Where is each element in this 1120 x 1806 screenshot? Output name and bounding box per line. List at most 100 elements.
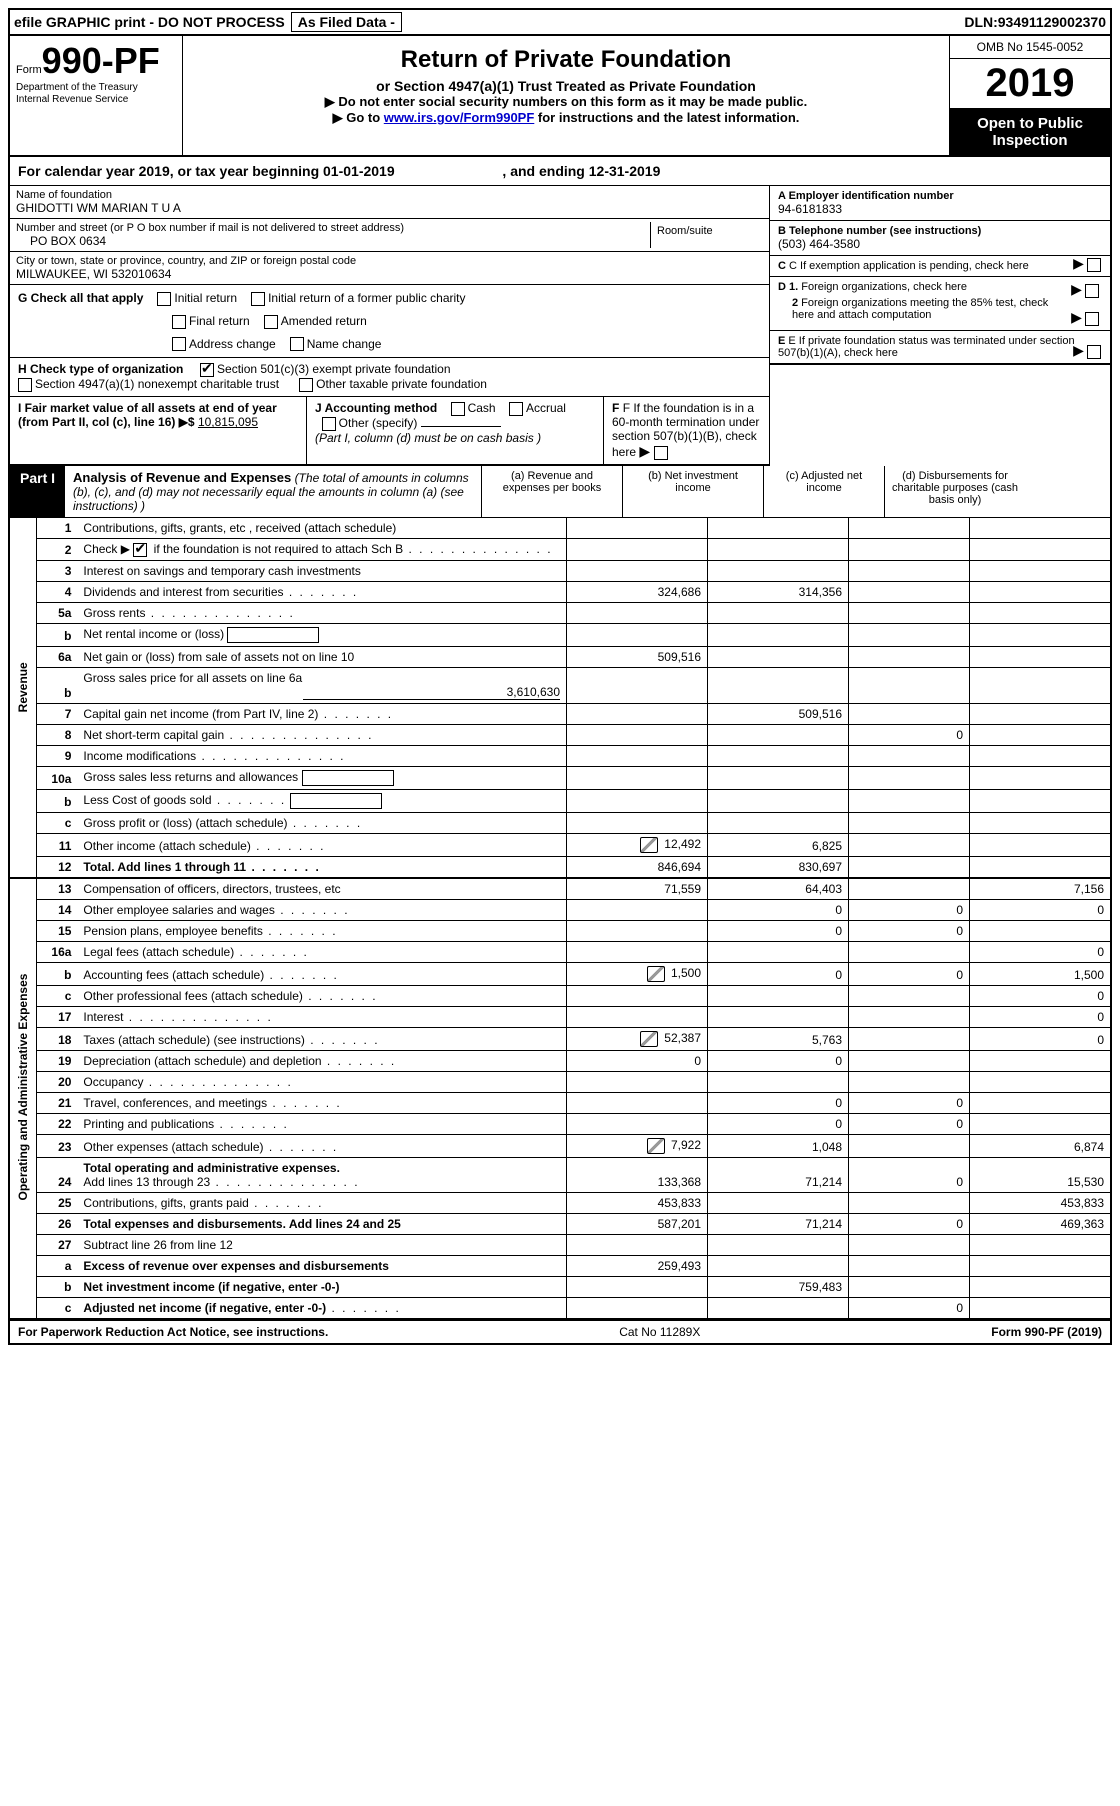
cb-e[interactable] [1087,345,1101,359]
part1-desc: Analysis of Revenue and Expenses (The to… [65,466,481,517]
fmv-value: 10,815,095 [198,415,258,429]
city-cell: City or town, state or province, country… [10,252,769,285]
cb-501c3[interactable] [200,363,214,377]
dept2: Internal Revenue Service [16,94,176,106]
calyear-b: , and ending 12-31-2019 [502,163,660,179]
row-8: 8Net short-term capital gain0 [9,724,1111,745]
cb-address-change[interactable] [172,337,186,351]
row-6b: bGross sales price for all assets on lin… [9,667,1111,703]
row-10b-c: bLess Cost of goods sold [9,789,1111,812]
row-27b: bNet investment income (if negative, ent… [9,1276,1111,1297]
cb-4947[interactable] [18,378,32,392]
city-value: MILWAUKEE, WI 532010634 [16,267,763,281]
c-cell: C C If exemption application is pending,… [770,256,1110,277]
attach-icon[interactable] [647,1138,665,1154]
j-box: J Accounting method Cash Accrual Other (… [307,397,604,464]
omb: OMB No 1545-0052 [950,36,1110,59]
row-25: 25Contributions, gifts, grants paid453,8… [9,1192,1111,1213]
opadmin-sidelabel: Operating and Administrative Expenses [9,878,37,1298]
row-6a: 6aNet gain or (loss) from sale of assets… [9,646,1111,667]
title-box: Return of Private Foundation or Section … [183,36,949,155]
subtitle1: or Section 4947(a)(1) Trust Treated as P… [191,78,941,94]
foundation-name-cell: Name of foundation GHIDOTTI WM MARIAN T … [10,186,769,219]
addr-value: PO BOX 0634 [16,234,650,248]
footer-right: Form 990-PF (2019) [991,1325,1102,1339]
cb-initial-return[interactable] [157,292,171,306]
cb-other-acct[interactable] [322,417,336,431]
attach-icon[interactable] [647,966,665,982]
cb-initial-former[interactable] [251,292,265,306]
cb-accrual[interactable] [509,402,523,416]
row-26: 26Total expenses and disbursements. Add … [9,1213,1111,1234]
part1-header: Part I Analysis of Revenue and Expenses … [8,466,1112,518]
subtitle2c: for instructions and the latest informat… [534,110,799,125]
row-14: 14Other employee salaries and wages000 [9,899,1111,920]
ijf-row: I Fair market value of all assets at end… [10,397,769,466]
row-22: 22Printing and publications00 [9,1113,1111,1134]
cb-amended[interactable] [264,315,278,329]
part1-tag: Part I [10,466,65,517]
asfiled-box: As Filed Data - [291,12,402,32]
addr-label: Number and street (or P O box number if … [16,222,650,234]
ein-cell: A Employer identification number 94-6181… [770,186,1110,221]
revenue-sidelabel: Revenue [9,518,37,856]
year-box: OMB No 1545-0052 2019 Open to Public Ins… [949,36,1110,155]
dln-value: 93491129002370 [998,14,1106,30]
footer-left: For Paperwork Reduction Act Notice, see … [18,1325,328,1339]
row-24: 24Total operating and administrative exp… [9,1157,1111,1192]
subtitle2a: ▶ Do not enter social security numbers o… [191,94,941,110]
g-row: G Check all that apply Initial return In… [10,285,769,358]
g-lead: G Check all that apply [18,291,143,305]
row-16a: 16aLegal fees (attach schedule)0 [9,941,1111,962]
row-27: 27Subtract line 26 from line 12 [9,1234,1111,1255]
row-17: 17Interest0 [9,1006,1111,1027]
row-27a: aExcess of revenue over expenses and dis… [9,1255,1111,1276]
col-d-head: (d) Disbursements for charitable purpose… [884,466,1025,517]
subtitle2b: ▶ Go to [333,110,384,125]
attach-icon[interactable] [640,837,658,853]
row-23: 23Other expenses (attach schedule)7,9221… [9,1134,1111,1157]
dln-label: DLN: [964,14,997,30]
irs-link[interactable]: www.irs.gov/Form990PF [384,110,535,125]
form-label: Form [16,64,42,76]
open-inspection: Open to Public Inspection [950,109,1110,155]
form-number: 990-PF [42,40,160,81]
row-11: 11Other income (attach schedule)12,4926,… [9,833,1111,856]
phone-value: (503) 464-3580 [778,237,1102,251]
row-20: 20Occupancy [9,1071,1111,1092]
efile-text: efile GRAPHIC print - DO NOT PROCESS [14,14,285,30]
cb-other-taxable[interactable] [299,378,313,392]
row-4: 4Dividends and interest from securities3… [9,581,1111,602]
row-21: 21Travel, conferences, and meetings00 [9,1092,1111,1113]
h-lead: H Check type of organization [18,362,183,376]
row-5a: 5aGross rents [9,602,1111,623]
dept1: Department of the Treasury [16,82,176,94]
row-9: 9Income modifications [9,745,1111,766]
f-box: F F If the foundation is in a 60-month t… [604,397,769,464]
row-13: Operating and Administrative Expenses 13… [9,878,1111,900]
cb-f[interactable] [654,446,668,460]
ein-value: 94-6181833 [778,202,1102,216]
cb-c[interactable] [1087,258,1101,272]
phone-cell: B Telephone number (see instructions) (5… [770,221,1110,256]
row-18: 18Taxes (attach schedule) (see instructi… [9,1027,1111,1050]
attach-icon[interactable] [640,1031,658,1047]
room-label: Room/suite [657,225,757,237]
cb-d1[interactable] [1085,284,1099,298]
part1-table: Revenue 1Contributions, gifts, grants, e… [8,518,1112,1319]
row-10a: 10aGross sales less returns and allowanc… [9,766,1111,789]
row-7: 7Capital gain net income (from Part IV, … [9,703,1111,724]
cb-schb[interactable] [133,543,147,557]
footer: For Paperwork Reduction Act Notice, see … [8,1319,1112,1345]
row-16b: bAccounting fees (attach schedule)1,5000… [9,962,1111,985]
row-16c: cOther professional fees (attach schedul… [9,985,1111,1006]
cb-name-change[interactable] [290,337,304,351]
row-1: Revenue 1Contributions, gifts, grants, e… [9,518,1111,539]
cb-final-return[interactable] [172,315,186,329]
e-cell: E E If private foundation status was ter… [770,331,1110,365]
cb-cash[interactable] [451,402,465,416]
d-cell: D 1. D 1. Foreign organizations, check h… [770,277,1110,331]
cb-d2[interactable] [1085,312,1099,326]
name-label: Name of foundation [16,189,763,201]
city-label: City or town, state or province, country… [16,255,763,267]
